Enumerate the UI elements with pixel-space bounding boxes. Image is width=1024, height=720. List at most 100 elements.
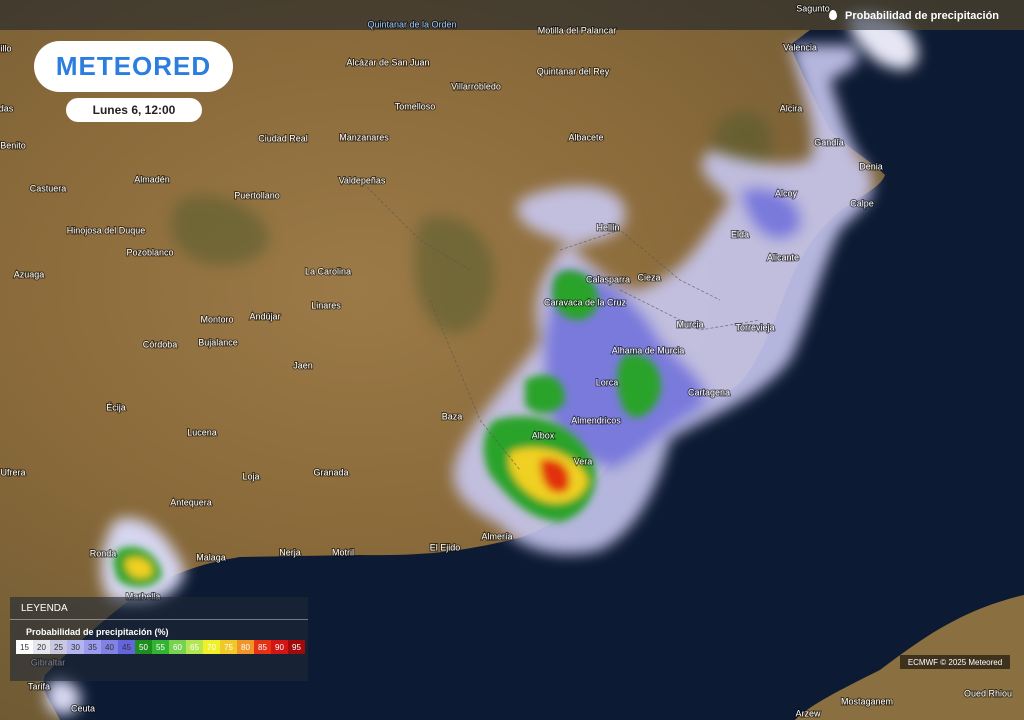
city-label: Alhama de Murcia — [612, 345, 685, 355]
city-label: Linares — [311, 300, 341, 310]
legend-step: 25 — [50, 640, 67, 654]
borders — [359, 179, 761, 471]
legend-scale: 15 20 25 30 35 40 45 50 55 60 65 70 75 80 85 90 95 — [16, 640, 308, 654]
city-label: Jaen — [293, 360, 313, 370]
legend-title: LEYENDA — [21, 603, 68, 614]
city-label: Nerja — [279, 547, 301, 557]
city-label: Almadén — [134, 174, 170, 184]
city-label: Écija — [106, 402, 126, 412]
city-label: Tarifa — [28, 681, 50, 691]
city-label: Murcia — [676, 319, 703, 329]
city-label: Cartagena — [688, 387, 730, 397]
legend-step: 95 — [288, 640, 305, 654]
city-label: Vera — [574, 456, 593, 466]
city-label: Granada — [313, 467, 348, 477]
city-label: Andújar — [249, 311, 280, 321]
city-label: Motilla del Palancar — [538, 25, 617, 35]
credit: ECMWF © 2025 Meteored — [907, 657, 1003, 667]
city-label: Calasparra — [586, 274, 630, 284]
layer-title[interactable]: Probabilidad de precipitación — [829, 10, 999, 22]
city-label: das — [0, 103, 14, 113]
city-label: Caravaca de la Cruz — [544, 297, 627, 307]
city-label: Hellín — [596, 222, 619, 232]
legend-step: 30 — [67, 640, 84, 654]
city-label: Ronda — [90, 548, 117, 558]
legend-subtitle: Probabilidad de precipitación (%) — [26, 627, 169, 637]
legend-step: 90 — [271, 640, 288, 654]
city-label: Benito — [0, 140, 26, 150]
city-label: La Carolina — [305, 266, 351, 276]
city-label: Quintanar del Rey — [537, 66, 610, 76]
legend-step: 55 — [152, 640, 169, 654]
city-label: Valencia — [783, 42, 817, 52]
city-label: El Ejido — [430, 542, 461, 552]
city-label: Alicante — [767, 252, 799, 262]
city-label: Sagunto — [796, 3, 830, 13]
precipitation-high — [113, 270, 661, 587]
city-label: Puertollano — [234, 190, 280, 200]
city-label: Tomelloso — [395, 101, 436, 111]
city-label: Bujalance — [198, 337, 238, 347]
legend-step: 35 — [84, 640, 101, 654]
legend-step: 75 — [220, 640, 237, 654]
city-label: Mostaganem — [841, 696, 893, 706]
legend-step: 65 — [186, 640, 203, 654]
date-pill[interactable]: Lunes 6, 12:00 — [66, 98, 202, 122]
city-label: Motril — [332, 547, 354, 557]
city-label: Pozoblanco — [126, 247, 173, 257]
city-label: Montoro — [200, 314, 233, 324]
city-label: Quintanar de la Orden — [367, 19, 456, 29]
city-label: Alcoy — [775, 188, 798, 198]
city-label: Alcira — [780, 103, 803, 113]
city-label: Lorca — [596, 377, 619, 387]
city-label: Baza — [442, 411, 463, 421]
city-label: Azuaga — [14, 269, 45, 279]
legend-step: 45 — [118, 640, 135, 654]
city-label: Calpe — [850, 198, 874, 208]
city-label: Arzew — [795, 708, 821, 718]
date: Lunes 6, 12:00 — [92, 103, 176, 117]
drop-icon — [829, 10, 837, 20]
city-label: Castuera — [30, 183, 67, 193]
legend-step: 85 — [254, 640, 271, 654]
city-label: Cieza — [637, 272, 660, 282]
city-label: Ciudad Real — [258, 133, 308, 143]
city-label: Antequera — [170, 497, 212, 507]
legend-step: 60 — [169, 640, 186, 654]
legend-step: 40 — [101, 640, 118, 654]
legend-step: 70 — [203, 640, 220, 654]
city-label: Albacete — [568, 132, 603, 142]
city-label: Almendricos — [571, 415, 621, 425]
city-label: Torrevieja — [735, 322, 774, 332]
city-label: Córdoba — [143, 339, 178, 349]
terrain-shade — [170, 110, 773, 333]
logo-pill[interactable]: METEORED — [34, 41, 233, 92]
sea — [43, 30, 1024, 720]
city-label: Hinojosa del Duque — [67, 225, 146, 235]
city-label: Lucena — [187, 427, 217, 437]
city-label: illo — [0, 43, 11, 53]
legend-step: 80 — [237, 640, 254, 654]
legend-step: 15 — [16, 640, 33, 654]
legend-step: 20 — [33, 640, 50, 654]
city-label: Ufrera — [0, 467, 25, 477]
city-label: Albox — [532, 430, 555, 440]
legend-step: 50 — [135, 640, 152, 654]
city-label: Malaga — [196, 552, 226, 562]
city-label: Loja — [242, 471, 259, 481]
city-label: Gandía — [814, 137, 844, 147]
city-label: Valdepeñas — [339, 175, 386, 185]
logo: METEORED — [55, 51, 212, 81]
legend: LEYENDA Probabilidad de precipitación (%… — [10, 597, 308, 681]
city-label: Oued Rhiou — [964, 688, 1012, 698]
city-label: Villarrobledo — [451, 81, 501, 91]
city-label: Manzanares — [339, 132, 389, 142]
layer-name: Probabilidad de precipitación — [845, 10, 1000, 22]
city-label: Almería — [481, 531, 512, 541]
city-label: Denia — [859, 161, 883, 171]
credit-box: ECMWF © 2025 Meteored — [900, 655, 1010, 669]
top-bar — [0, 0, 1024, 30]
